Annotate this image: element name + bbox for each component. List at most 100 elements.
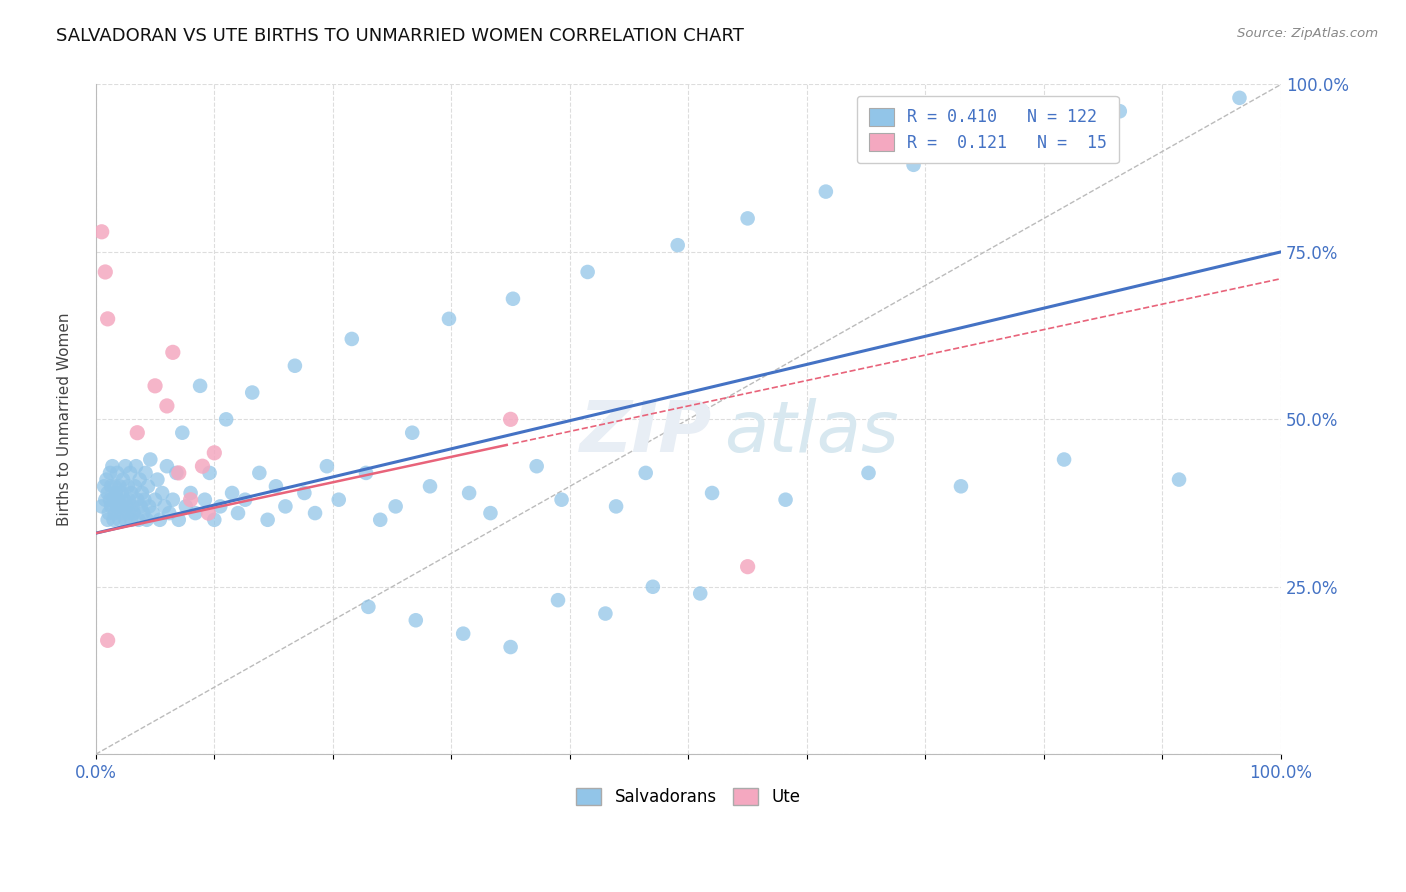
Point [1229, 91, 1251, 105]
Text: atlas: atlas [724, 398, 898, 467]
Point [458, 486, 481, 500]
Point [98, 492, 121, 507]
Point [1053, 452, 1076, 467]
Point [127, 425, 149, 440]
Point [94, 265, 117, 279]
Point [221, 486, 243, 500]
Point [437, 311, 460, 326]
Point [172, 425, 194, 440]
Point [110, 500, 132, 514]
Point [700, 486, 723, 500]
Point [451, 626, 474, 640]
Point [284, 359, 307, 373]
Point [157, 506, 180, 520]
Point [103, 513, 125, 527]
Point [165, 466, 187, 480]
Point [129, 500, 152, 514]
Point [576, 265, 599, 279]
Point [401, 425, 423, 440]
Point [139, 452, 162, 467]
Point [111, 506, 134, 520]
Point [118, 506, 141, 520]
Point [143, 492, 166, 507]
Point [97, 633, 120, 648]
Point [104, 506, 127, 520]
Point [641, 580, 664, 594]
Point [135, 466, 157, 480]
Point [479, 506, 502, 520]
Point [107, 492, 129, 507]
Point [112, 473, 135, 487]
Point [138, 500, 160, 514]
Point [180, 486, 202, 500]
Point [191, 459, 214, 474]
Point [122, 506, 145, 520]
Point [775, 492, 797, 507]
Text: Source: ZipAtlas.com: Source: ZipAtlas.com [1237, 27, 1378, 40]
Point [150, 486, 173, 500]
Point [1168, 473, 1191, 487]
Point [117, 479, 139, 493]
Point [634, 466, 657, 480]
Point [550, 492, 572, 507]
Point [104, 479, 127, 493]
Point [304, 506, 326, 520]
Point [197, 506, 219, 520]
Text: SALVADORAN VS UTE BIRTHS TO UNMARRIED WOMEN CORRELATION CHART: SALVADORAN VS UTE BIRTHS TO UNMARRIED WO… [56, 27, 744, 45]
Point [209, 500, 232, 514]
Point [96, 473, 118, 487]
Point [184, 506, 207, 520]
Point [93, 479, 115, 493]
Point [1000, 131, 1022, 145]
Point [547, 593, 569, 607]
Point [120, 466, 142, 480]
Point [174, 500, 197, 514]
Point [198, 466, 221, 480]
Point [103, 492, 125, 507]
Point [114, 459, 136, 474]
Point [499, 640, 522, 654]
Point [502, 292, 524, 306]
Point [368, 513, 391, 527]
Point [247, 466, 270, 480]
Point [153, 500, 176, 514]
Point [689, 586, 711, 600]
Point [142, 506, 165, 520]
Point [156, 399, 179, 413]
Point [131, 486, 153, 500]
Point [100, 500, 122, 514]
Point [134, 492, 156, 507]
Point [108, 479, 131, 493]
Point [136, 479, 159, 493]
Point [111, 486, 134, 500]
Point [118, 492, 141, 507]
Point [233, 492, 256, 507]
Point [105, 500, 128, 514]
Point [1108, 104, 1130, 119]
Point [737, 559, 759, 574]
Point [274, 500, 297, 514]
Point [120, 486, 142, 500]
Point [666, 238, 689, 252]
Point [202, 446, 225, 460]
Point [405, 613, 427, 627]
Point [526, 459, 548, 474]
Point [316, 459, 339, 474]
Point [121, 500, 143, 514]
Point [167, 513, 190, 527]
Point [162, 345, 184, 359]
Point [90, 225, 112, 239]
Point [124, 479, 146, 493]
Point [340, 332, 363, 346]
Point [354, 466, 377, 480]
Point [499, 412, 522, 426]
Point [737, 211, 759, 226]
Point [167, 466, 190, 480]
Point [162, 492, 184, 507]
Point [188, 379, 211, 393]
Point [226, 506, 249, 520]
Point [858, 466, 880, 480]
Point [156, 459, 179, 474]
Point [101, 459, 124, 474]
Point [202, 513, 225, 527]
